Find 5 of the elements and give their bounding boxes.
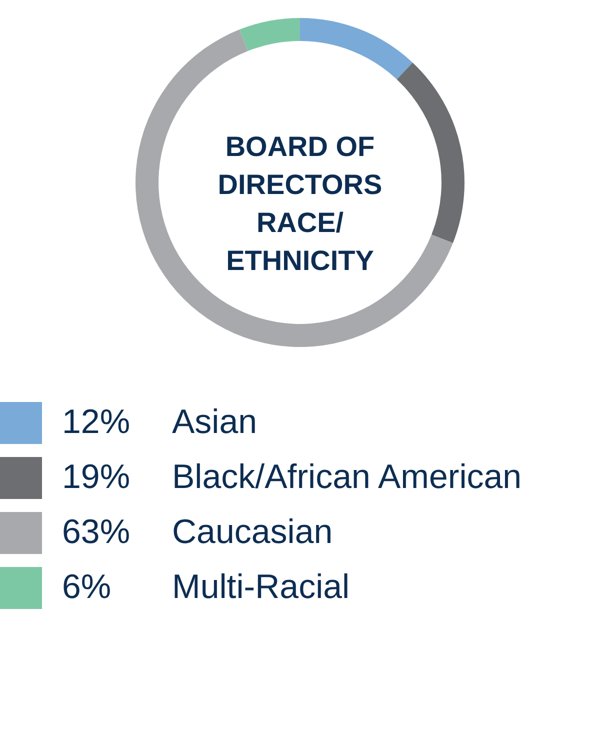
legend-label: 6% Multi-Racial xyxy=(62,568,350,607)
legend-label: 12% Asian xyxy=(62,403,258,442)
legend-label: 63% Caucasian xyxy=(62,513,333,552)
legend-label: 19% Black/African American xyxy=(62,458,522,497)
text: BOARD OF DIRECTORS RACE/ ETHNICITY xyxy=(216,130,384,278)
